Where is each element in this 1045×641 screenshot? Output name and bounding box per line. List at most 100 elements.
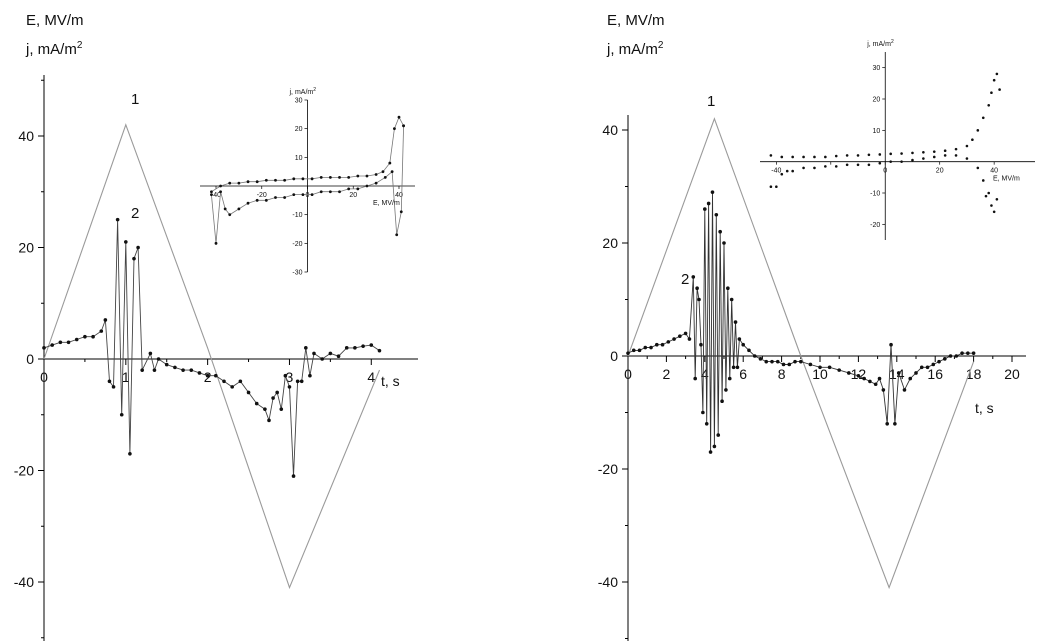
right-inset-x-tick-label: 40 — [990, 168, 998, 175]
right-inset-lower-branch-point — [965, 157, 969, 160]
left-series-2-point — [254, 401, 259, 406]
left-inset-lower-branch-point — [356, 187, 360, 191]
left-inset-lower-branch-point — [274, 196, 277, 199]
right-series-2-point — [775, 359, 780, 364]
left-inset-lower-branch-point — [402, 124, 405, 128]
left-inset-upper-branch-point — [393, 127, 396, 131]
left-series-2-point — [152, 368, 157, 372]
right-series-2-point — [818, 365, 822, 370]
right-inset-upper-branch-point — [943, 149, 947, 152]
right-inset-x-tick-label: -40 — [771, 168, 781, 175]
left-series-2-point — [361, 344, 365, 348]
left-inset-upper-branch-point — [319, 176, 323, 179]
left-series-2-point — [164, 362, 169, 367]
left-series-2-point — [291, 474, 296, 478]
left-series-1-line — [43, 123, 381, 590]
left-inset-upper-branch-point — [310, 177, 314, 181]
right-series-2-point — [724, 388, 728, 392]
right-inset-upper-branch-point — [932, 150, 936, 153]
right-y-tick-label: 0 — [610, 348, 618, 364]
left-inset-lower-branch-point — [365, 184, 369, 188]
right-series-2-point — [873, 382, 878, 387]
left-inset-lower-branch-point — [383, 176, 387, 179]
right-inset-lower-branch-point — [900, 160, 903, 163]
right-series-2-point — [660, 342, 665, 347]
right-series-2-point — [626, 351, 630, 355]
left-series-2-point — [83, 334, 87, 339]
right-inset-y-tick-label: -10 — [870, 191, 880, 198]
right-series-2-point — [727, 376, 732, 381]
left-series-group — [42, 123, 382, 590]
right-series-2-point — [737, 337, 742, 341]
right-series-2-point — [960, 351, 964, 355]
left-y-tick-label: 40 — [18, 128, 34, 144]
right-series-2-point — [837, 368, 841, 372]
right-series-2-point — [683, 331, 688, 336]
left-inset-lower-branch-point — [223, 207, 227, 211]
right-inset-lower-branch-point — [990, 204, 993, 207]
right-series-2-point — [856, 373, 861, 378]
left-x-tick-label: 3 — [286, 369, 294, 385]
right-series-2-point — [678, 334, 682, 339]
left-inset-lower-branch-point — [310, 193, 314, 197]
right-series-2-point — [720, 399, 724, 404]
left-inset-lower-branch-point — [319, 190, 323, 194]
right-inset-plot: -20 -10 10 20 30 -40 0 20 40 j, mA/m2 E, MV/m — [760, 39, 1035, 240]
right-inset-y-tick-label: -20 — [870, 222, 880, 229]
left-inset-upper-branch-line — [211, 116, 404, 193]
left-series-2-point — [344, 346, 349, 350]
right-series-2-line — [627, 192, 974, 453]
left-inset-lower-branch-point — [390, 170, 394, 174]
right-series-2-point — [708, 450, 713, 454]
left-series-2-point — [304, 346, 308, 350]
right-series-2-point — [672, 337, 676, 341]
left-series-2-point — [271, 396, 275, 400]
right-series-2-point — [655, 342, 659, 347]
right-inset-y-tick-label: 30 — [872, 65, 880, 72]
right-inset-x-tick-label: 20 — [936, 168, 944, 175]
left-inset-upper-branch-point — [274, 178, 277, 182]
right-inset-lower-branch-point — [987, 191, 991, 195]
right-inset-lower-branch-point — [984, 194, 988, 198]
right-inset-upper-branch-point — [987, 103, 991, 107]
right-series-2-point — [937, 359, 941, 364]
right-curve-1-label: 1 — [707, 93, 715, 110]
left-inset-x-label: E, MV/m — [373, 200, 400, 207]
right-inset-lower-branch-point — [824, 165, 827, 168]
right-inset-upper-branch-point — [845, 154, 849, 157]
left-inset-lower-branch-point — [210, 193, 213, 197]
left-inset-upper-branch-point — [301, 177, 305, 181]
left-series-2-point — [308, 373, 312, 378]
right-x-tick-label: 6 — [739, 366, 747, 382]
right-series-2-point — [741, 342, 745, 347]
left-series-2-point — [91, 334, 95, 339]
right-series-2-point — [954, 354, 959, 358]
left-series-2-point — [205, 373, 210, 378]
right-series-2-point — [722, 241, 726, 245]
right-inset-upper-branch-point — [813, 155, 816, 159]
right-inset-upper-branch-point — [990, 91, 993, 95]
right-x-tick-label: 18 — [966, 366, 982, 382]
left-series-2-point — [107, 379, 112, 384]
left-inset-y-tick-label: -30 — [292, 270, 302, 277]
right-inset-upper-branch-point — [780, 155, 784, 159]
left-inset-lower-branch-point — [301, 193, 305, 197]
left-inset-upper-branch-point — [365, 174, 369, 178]
right-series-1-line — [627, 117, 975, 590]
right-inset-upper-branch-point — [976, 129, 980, 132]
left-inset-lower-branch-point — [338, 190, 341, 194]
left-inset-upper-branch-point — [237, 181, 241, 185]
right-series-2-point — [758, 357, 763, 361]
right-series-2-point — [731, 365, 736, 370]
right-inset-lower-branch-point — [954, 154, 958, 157]
right-inset-upper-branch-point — [954, 147, 958, 151]
left-series-2-point — [119, 412, 124, 417]
left-x-tick-label: 1 — [122, 369, 130, 385]
right-series-group — [626, 117, 976, 590]
left-y-tick-label: -40 — [14, 574, 34, 590]
right-x-tick-label: 14 — [889, 366, 905, 382]
right-x-tick-label: 8 — [778, 366, 786, 382]
right-series-2-point — [695, 286, 699, 291]
right-inset-upper-branch-point — [867, 153, 871, 157]
